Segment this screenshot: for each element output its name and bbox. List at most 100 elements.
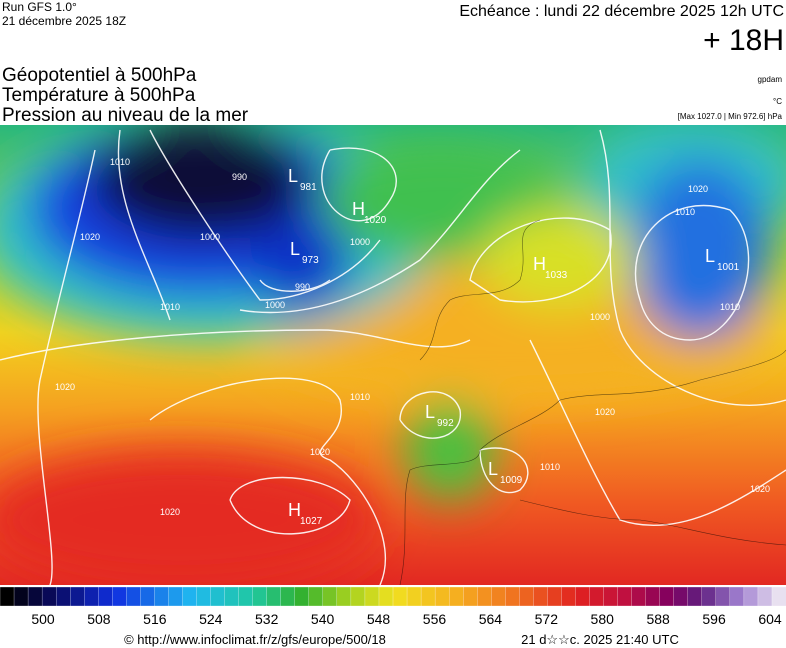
colorbar-cell [505,586,520,607]
colorbar-cell [477,586,492,607]
isobar-label: 1020 [310,447,330,457]
colorbar-tick-label: 596 [702,611,726,627]
isobar-label: 1010 [350,392,370,402]
colorbar-cell [378,586,394,607]
colorbar-tick-label: 556 [423,611,447,627]
colorbar-cell [491,586,506,607]
colorbar-tick-label: 532 [255,611,279,627]
colorbar-cell [392,586,408,607]
colorbar-cell [0,586,15,607]
colorbar-cell [350,586,366,607]
colorbar-tick-label: 548 [367,611,391,627]
colorbar-cell [55,586,71,607]
center-value: 1020 [364,215,387,226]
center-type: L [288,166,298,186]
isobar-label: 1000 [350,237,370,247]
map [0,125,786,585]
colorbar-cell [210,586,226,607]
colorbar-cell [687,586,703,607]
colorbar-cell [603,586,619,607]
colorbar-cell [729,586,745,607]
colorbar-tick-label: 572 [535,611,559,627]
colorbar-cell [645,586,661,607]
isobar-label: 1010 [160,302,180,312]
colorbar-tick-label: 524 [199,611,223,627]
isobar-label: 1020 [688,184,708,194]
colorbar-cell [112,586,127,607]
colorbar-cell [196,586,212,607]
isobar-label: 1020 [55,382,75,392]
valid-time: Echéance : lundi 22 décembre 2025 12h UT… [459,3,784,20]
colorbar-cell [771,586,786,607]
colorbar-cell [27,586,43,607]
center-value: 1001 [717,262,740,273]
colorbar-cell [701,586,717,607]
legend-line: Pression au niveau de la mer [2,105,249,126]
colorbar-cell [266,586,282,607]
colorbar-cell [448,586,464,607]
unit-label: °C [773,97,782,106]
isobar-label: 990 [295,282,310,292]
legend-line: Température à 500hPa [2,85,196,106]
colorbar-cell [406,586,422,607]
center-value: 1033 [545,270,568,281]
isobar-label: 1020 [595,407,615,417]
colorbar-cell [308,586,324,607]
isobar-label: 1020 [750,484,770,494]
center-type: L [290,239,300,259]
colorbar-cell [533,586,549,607]
colorbar-cell [168,586,184,607]
colorbar-cell [224,586,240,607]
isobar-label: 1010 [110,157,130,167]
colorbar-cell [659,586,675,607]
colorbar-cell [13,586,29,607]
colorbar-cell [463,586,478,607]
colorbar-cell [561,586,577,607]
run-date: 21 décembre 2025 18Z [2,14,126,28]
center-value: 992 [437,418,454,429]
center-type: L [425,402,435,422]
colorbar-cell [575,586,591,607]
isobar-label: 990 [232,172,247,182]
center-value: 1027 [300,516,323,527]
isobar-label: 1000 [200,232,220,242]
colorbar-cell [182,586,198,607]
colorbar-tick-label: 508 [87,611,111,627]
colorbar-cell [364,586,380,607]
isobar-label: 1010 [675,207,695,217]
center-type: H [533,254,546,274]
colorbar-cell [84,586,99,607]
colorbar-cell [589,586,605,607]
colorbar-cell [41,586,57,607]
colorbar-cell [322,586,338,607]
center-type: H [352,199,365,219]
colorbar-cell [252,586,268,607]
unit-label: [Max 1027.0 | Min 972.6] hPa [678,112,783,121]
isobar-label: 1010 [540,462,560,472]
center-type: L [705,246,715,266]
isobar-label: 1010 [720,302,740,312]
colorbar-cell [743,586,759,607]
isobar-label: 1020 [80,232,100,242]
colorbar-cell [238,586,254,607]
isobar-label: 1020 [160,507,180,517]
colorbar-cell [757,586,773,607]
colorbar-cell [434,586,450,607]
footer-source: © http://www.infoclimat.fr/z/gfs/europe/… [124,632,386,647]
colorbar-cell [336,586,352,607]
colorbar-tick-label: 540 [311,611,335,627]
colorbar-tick-label: 588 [646,611,670,627]
isobar-label: 1000 [590,312,610,322]
colorbar-tick-label: 516 [143,611,167,627]
isobar-label: 1000 [265,300,285,310]
footer-date: 21 d☆☆c. 2025 21:40 UTC [521,632,679,647]
colorbar-tick-label: 604 [758,611,782,627]
center-value: 981 [300,182,317,193]
colorbar-cell [420,586,436,607]
colorbar-cell [294,586,310,607]
colorbar-cell [617,586,633,607]
colorbar-cell [154,586,170,607]
colorbar-cell [673,586,689,607]
colorbar-cell [519,586,535,607]
